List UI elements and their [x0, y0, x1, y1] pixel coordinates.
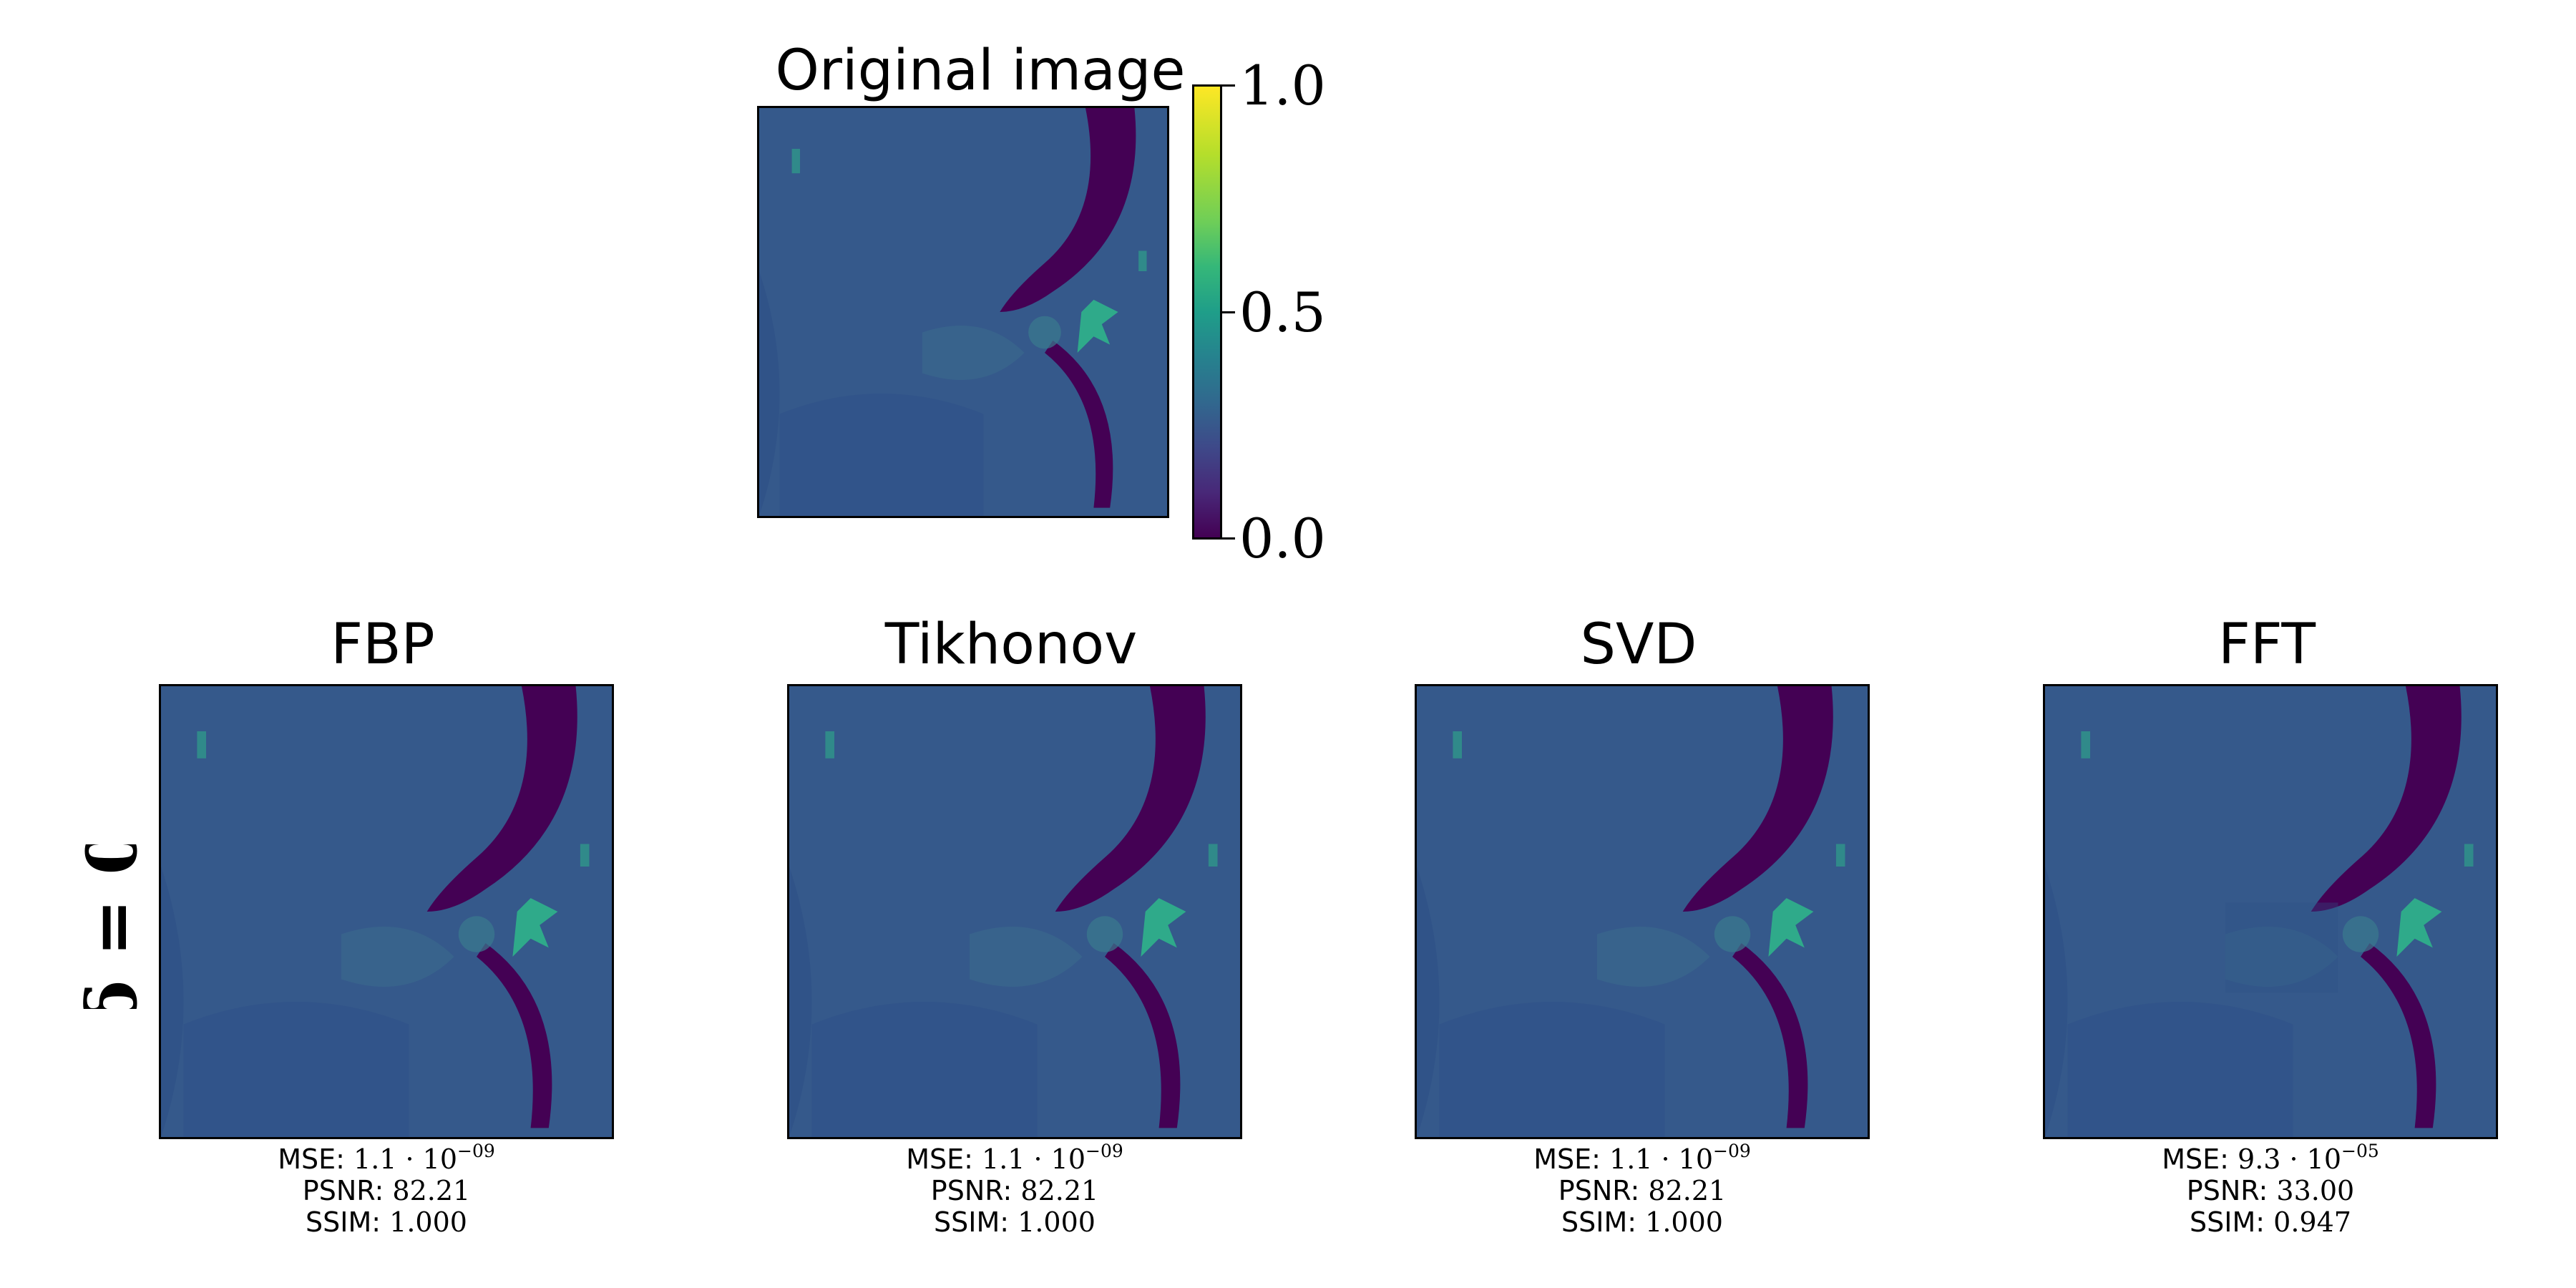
colorbar-tick-bottom: [1222, 537, 1235, 540]
original-image: [757, 106, 1169, 518]
colorbar-tick-top: [1222, 84, 1235, 87]
original-image-title: Original image: [775, 39, 1186, 103]
colorbar-tick-mid: [1222, 311, 1235, 313]
panel-image-fbp: [159, 684, 614, 1139]
panel-title-fbp: FBP: [331, 613, 435, 677]
colorbar-label-mid: 0.5: [1239, 280, 1326, 344]
metrics-svd: MSE: 1.1 · 10−09 PSNR: 82.21 SSIM: 1.000: [1533, 1141, 1751, 1238]
metrics-fbp: MSE: 1.1 · 10−09 PSNR: 82.21 SSIM: 1.000: [278, 1141, 495, 1238]
panel-title-tikhonov: Tikhonov: [884, 613, 1138, 677]
colorbar: [1192, 84, 1222, 540]
panel-title-svd: SVD: [1580, 613, 1697, 677]
panel-image-tikhonov: [787, 684, 1242, 1139]
metrics-tikhonov: MSE: 1.1 · 10−09 PSNR: 82.21 SSIM: 1.000: [906, 1141, 1123, 1238]
metrics-fft: MSE: 9.3 · 10−05 PSNR: 33.00 SSIM: 0.947: [2162, 1141, 2379, 1238]
panel-image-svd: [1415, 684, 1870, 1139]
row-label: δ = 0: [43, 827, 186, 1026]
panel-image-fft: [2043, 684, 2498, 1139]
panel-title-fft: FFT: [2218, 613, 2316, 677]
colorbar-label-top: 1.0: [1239, 54, 1326, 117]
row-label-text: δ = 0: [72, 844, 152, 1009]
colorbar-label-bottom: 0.0: [1239, 507, 1326, 570]
